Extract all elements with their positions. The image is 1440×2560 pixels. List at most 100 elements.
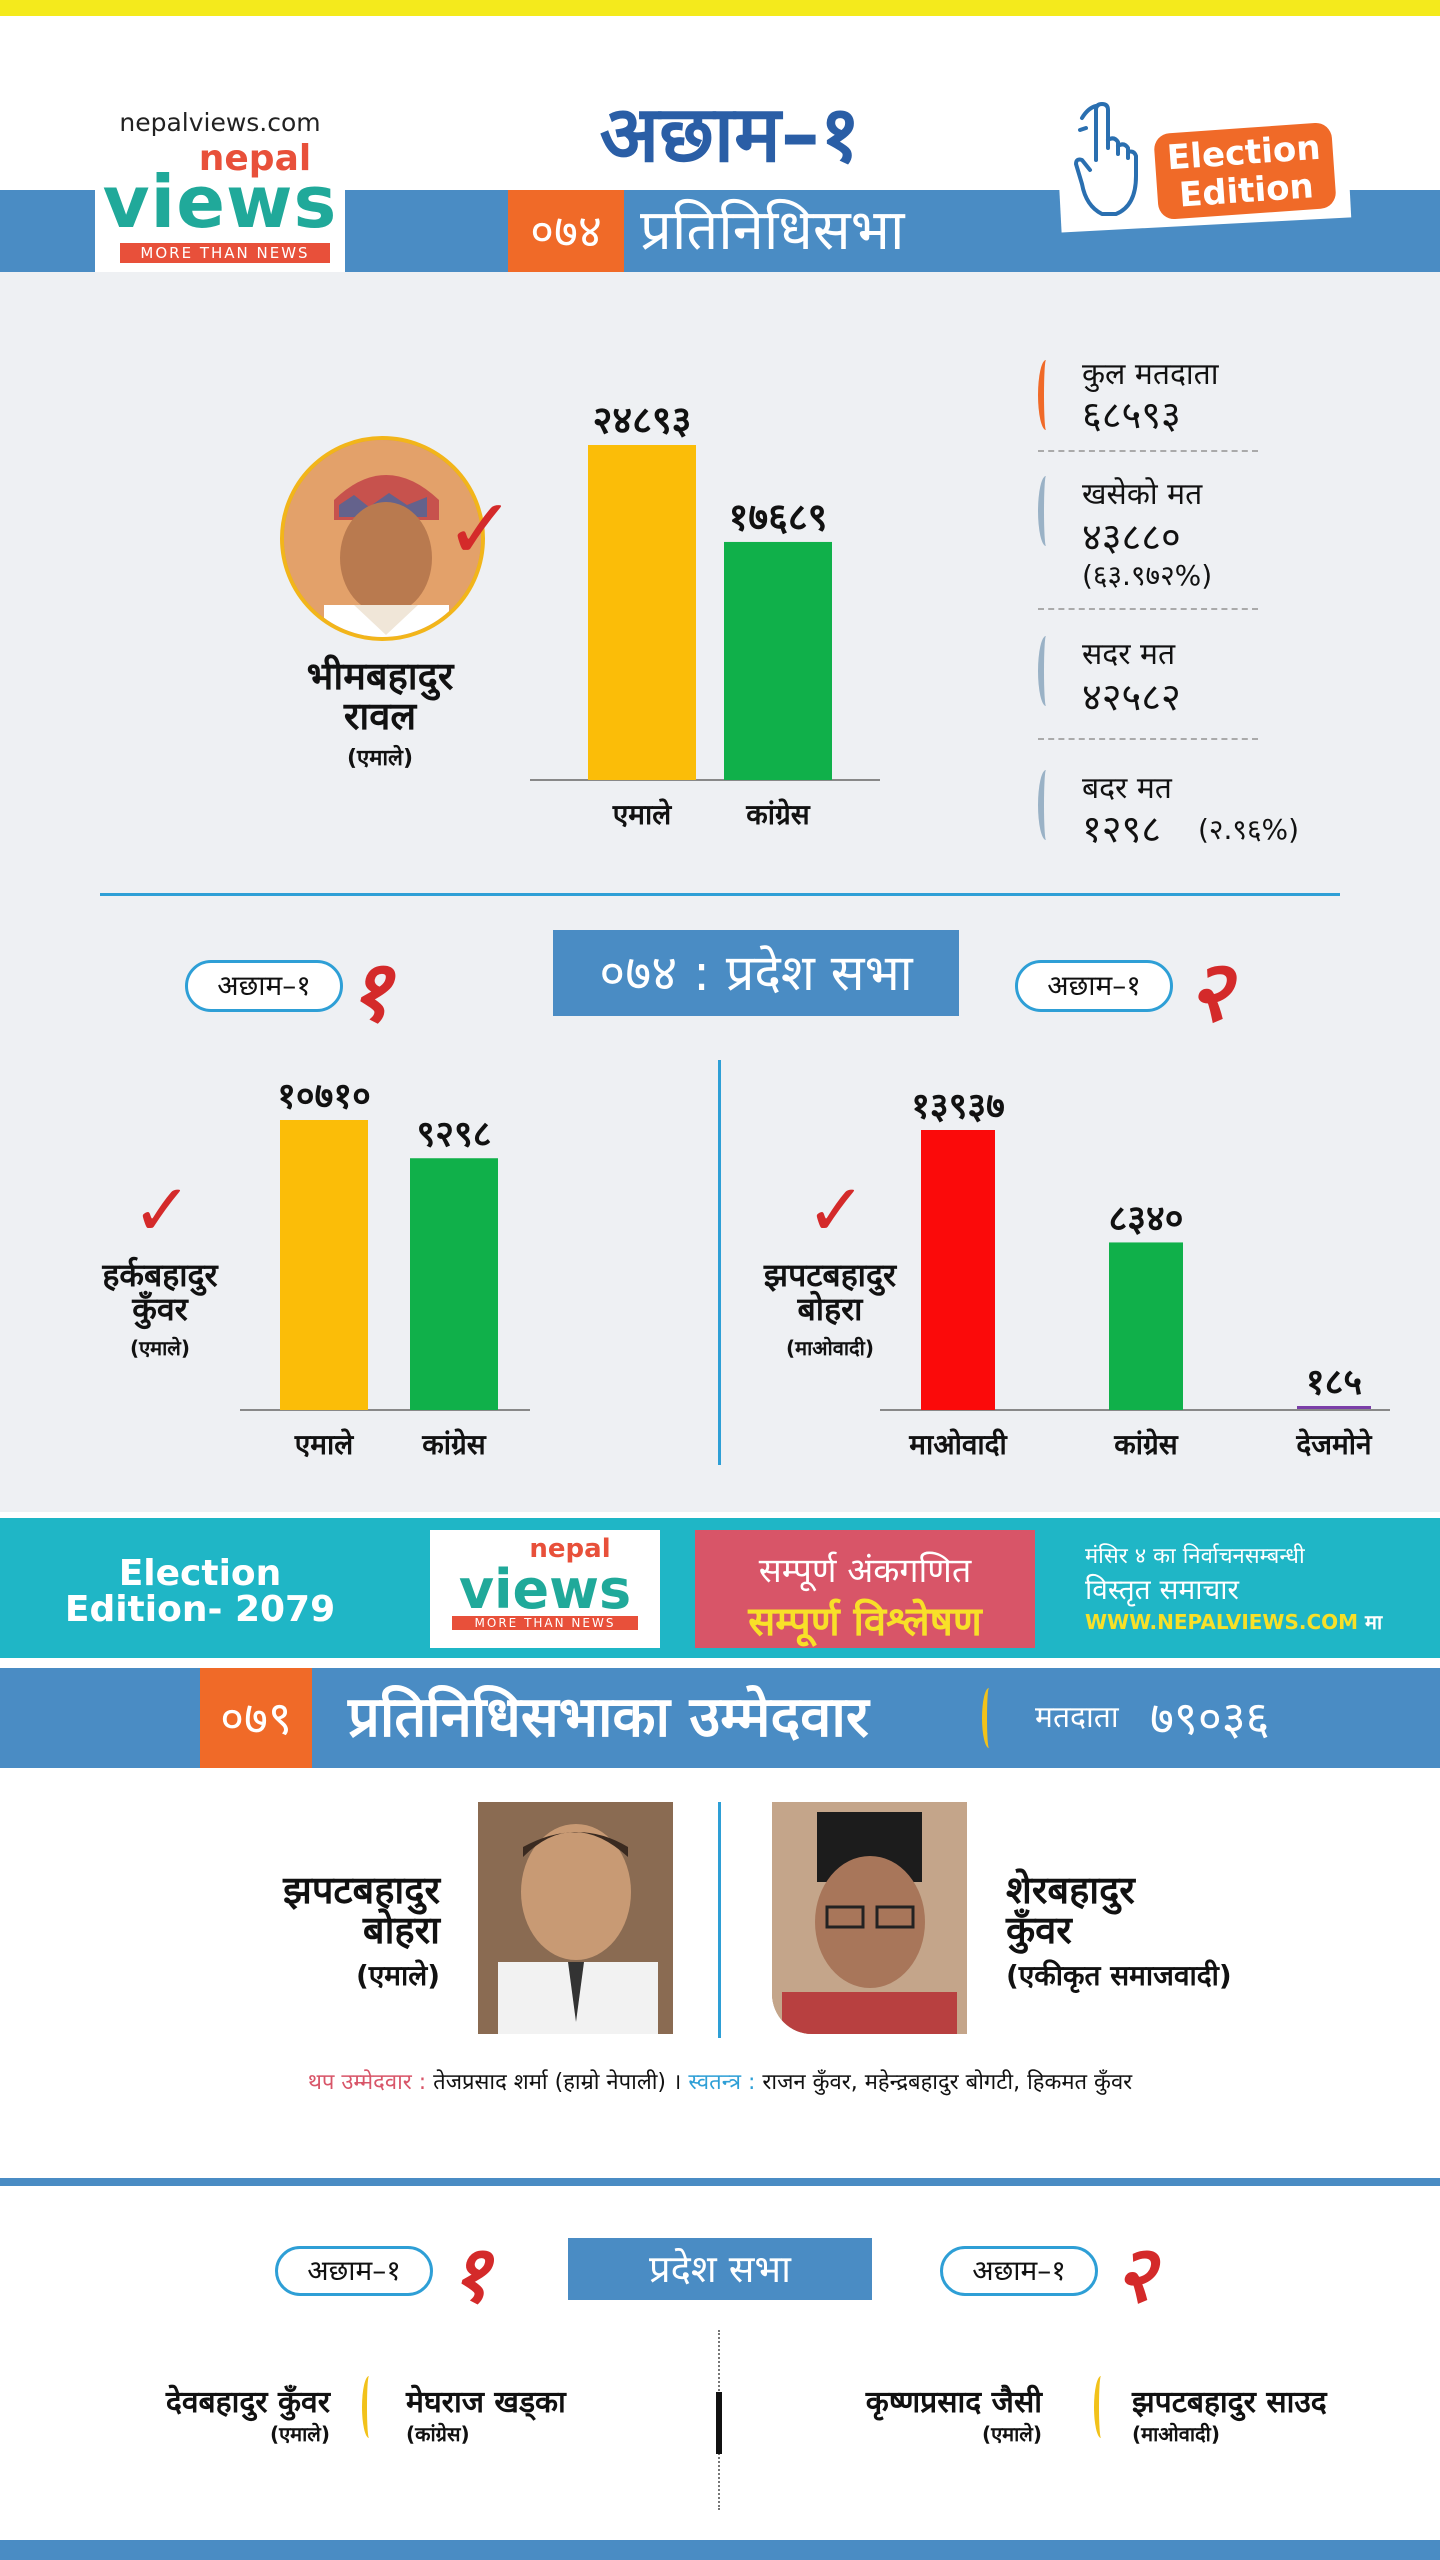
voters-label: मतदाता [1035, 1700, 1119, 1735]
voters-value: ७९०३६ [1150, 1691, 1270, 1745]
chart-category-label: माओवादी [908, 1428, 1008, 1461]
p79-c2-cand-b-name: झपटबहादुर साउद [1132, 2385, 1327, 2420]
constituency-pill-1: अछाम–१ [185, 960, 343, 1012]
independent-label: स्वतन्त्र : [688, 2070, 756, 2095]
chart-value-label: १८५ [1306, 1362, 1362, 1403]
chart-category-label: कांग्रेस [421, 1428, 487, 1461]
section-divider [100, 893, 1340, 896]
voter-accent-icon [982, 1688, 996, 1748]
house-title: प्रतिनिधिसभा [640, 198, 905, 263]
chart-value-label: १०७१० [277, 1076, 371, 1117]
chart-category-label: कांग्रेस [745, 798, 811, 831]
province-divider [718, 1060, 721, 1465]
left-candidate-name: झपटबहादुर बोहरा [230, 1870, 440, 1950]
p79-solid-divider [716, 2392, 722, 2454]
stat-accent-icon [1038, 636, 1054, 706]
chart-value-label: ८३४० [1109, 1198, 1184, 1239]
stats-panel: कुल मतदाता ६८५९३ खसेको मत ४३८८० (६३.९७२%… [1030, 352, 1300, 852]
c1-name-line1: हर्कबहादुर [102, 1256, 218, 1294]
constituency-pill-2: अछाम–१ [1015, 960, 1173, 1012]
c1-check-icon: ✓ [132, 1168, 193, 1252]
p79-pill-1: अछाम–१ [275, 2246, 433, 2296]
stat-invalid-label: बदर मत [1082, 771, 1172, 806]
c2-bar-chart: १३९३७ माओवादी ८३४० कांग्रेस १८५ देजमोने [880, 1086, 1390, 1461]
province-title: ०७४ : प्रदेश सभा [553, 930, 959, 1016]
p79-c2-cand-a-name: कृष्णप्रसाद जैसी [865, 2385, 1042, 2420]
right-cand-line1: शेरबहादुर [1006, 1868, 1135, 1912]
stat-divider [1038, 608, 1258, 610]
chart-bar [921, 1130, 995, 1410]
winner-check-icon: ✓ [445, 480, 516, 578]
chart-bar [410, 1158, 498, 1410]
c2-check-icon: ✓ [806, 1168, 867, 1252]
chart-value-label: ९२९८ [417, 1114, 492, 1155]
banner-right-line1: मंसिर ४ का निर्वाचनसम्बन्धी [1085, 1544, 1305, 1569]
p79-c1-accent-icon [362, 2376, 376, 2438]
stat-accent-icon [1038, 770, 1054, 840]
constituency-number-2: २ [1188, 942, 1232, 1040]
left-candidate-party: (एमाले) [355, 1959, 440, 1992]
c1-winner-party: (एमाले) [129, 1336, 191, 1360]
candidates-divider [718, 1802, 721, 2038]
p79-title: प्रदेश सभा [568, 2238, 872, 2300]
section-divider-2 [0, 2178, 1440, 2186]
c1-winner-name: हर्कबहादुर कुँवर [70, 1258, 250, 1326]
stat-cast-value: ४३८८० [1082, 515, 1181, 559]
voting-hand-icon [1074, 102, 1138, 216]
year-box-2079: ०७९ [200, 1668, 312, 1768]
chart-bar [280, 1120, 368, 1410]
stat-accent-icon [1038, 476, 1054, 546]
left-cand-line2: बोहरा [362, 1908, 440, 1952]
chart-value-label: १३९३७ [911, 1086, 1005, 1127]
p79-c1-cand-a-name: देवबहादुर कुँवर [165, 2385, 330, 2420]
banner-logo: nepal views MORE THAN NEWS [430, 1530, 660, 1648]
logo-nepal-text: nepal [198, 138, 312, 179]
left-candidate-photo [478, 1802, 673, 2034]
banner-url-suffix: मा [1365, 1610, 1383, 1634]
stat-cast-label: खसेको मत [1082, 477, 1203, 512]
stat-total-value: ६८५९३ [1082, 393, 1181, 437]
banner-edition-text: Election Edition- 2079 [0, 1530, 400, 1648]
p79-c1-cand-a-party: (एमाले) [269, 2422, 330, 2446]
banner-slogan-line2: सम्पूर्ण विश्लेषण [748, 1599, 982, 1645]
constituency-number-1: १ [348, 942, 392, 1040]
p79-c2-cand-a-party: (एमाले) [981, 2422, 1042, 2446]
banner-logo-nepal: nepal [529, 1534, 611, 1564]
chart-bar [1297, 1406, 1371, 1409]
stat-divider [1038, 738, 1258, 740]
banner-left-line2: Edition- 2079 [64, 1589, 336, 1630]
winner-name-line1: भीमबहादुर [306, 654, 454, 698]
winner-party: (एमाले) [346, 746, 414, 771]
chart-bar [724, 541, 832, 780]
banner-logo-views: views [458, 1558, 632, 1621]
p79-c2-cand-b-party: (माओवादी) [1132, 2422, 1220, 2446]
stat-invalid-percent: (२.९६%) [1198, 813, 1300, 846]
banner-slogan: सम्पूर्ण अंकगणित सम्पूर्ण विश्लेषण [695, 1530, 1035, 1648]
p79-c1-cand-b-name: मेघराज खड्का [406, 2385, 566, 2420]
chart-category-label: एमाले [612, 798, 672, 831]
extra-label: थप उम्मेदवार : [307, 2070, 427, 2095]
banner-logo-tagline: MORE THAN NEWS [452, 1616, 638, 1630]
chart-value-label: १७६८९ [729, 495, 828, 539]
banner-slogan-line1: सम्पूर्ण अंकगणित [758, 1551, 972, 1591]
other-candidates-line: थप उम्मेदवार : तेजप्रसाद शर्मा (हाम्रो न… [0, 2066, 1440, 2096]
district-title: अछाम–१ [599, 90, 861, 180]
c2-winner-party: (माओवादी) [786, 1336, 874, 1360]
p79-number-2: २ [1115, 2230, 1156, 2320]
right-cand-line2: कुँवर [1006, 1908, 1072, 1952]
c1-name-line2: कुँवर [132, 1290, 188, 1328]
site-url[interactable]: nepalviews.com [119, 108, 321, 137]
stat-valid-value: ४२५८२ [1082, 675, 1181, 719]
right-candidate-photo [772, 1802, 967, 2034]
left-cand-line1: झपटबहादुर [283, 1868, 440, 1912]
banner-url[interactable]: WWW.NEPALVIEWS.COM [1085, 1610, 1359, 1634]
banner-info: मंसिर ४ का निर्वाचनसम्बन्धी विस्तृत समाच… [1085, 1540, 1415, 1635]
extra-text: तेजप्रसाद शर्मा (हाम्रो नेपाली) । [433, 2070, 682, 2095]
banner-right-line2: विस्तृत समाचार [1085, 1573, 1239, 1606]
top-stripe [0, 0, 1440, 16]
stat-invalid-value: १२९८ [1082, 807, 1162, 851]
banner-left-line1: Election [118, 1553, 282, 1594]
stat-valid-label: सदर मत [1082, 637, 1176, 672]
logo-views-text: views [102, 160, 338, 244]
